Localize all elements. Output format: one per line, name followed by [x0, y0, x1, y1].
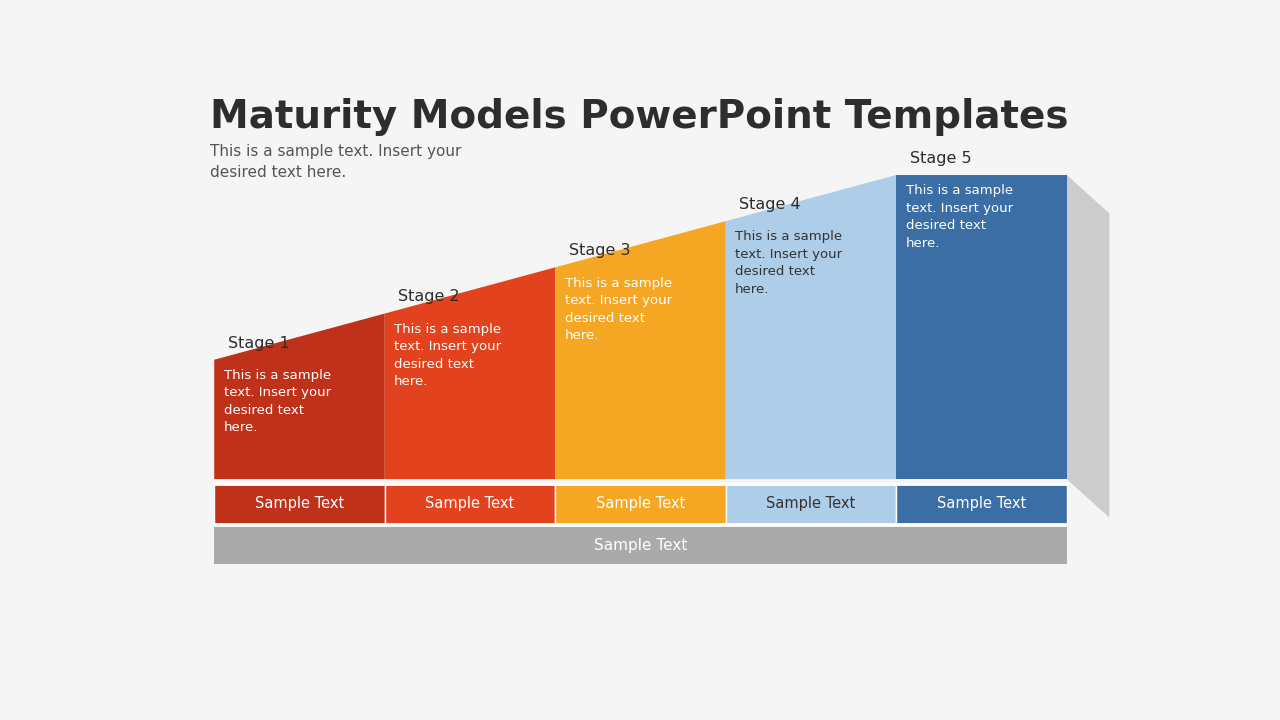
Text: This is a sample
text. Insert your
desired text
here.: This is a sample text. Insert your desir…: [905, 184, 1012, 250]
Text: Sample Text: Sample Text: [594, 538, 687, 553]
Text: Stage 5: Stage 5: [910, 150, 972, 166]
Text: This is a sample
text. Insert your
desired text
here.: This is a sample text. Insert your desir…: [564, 276, 672, 342]
Text: Stage 4: Stage 4: [740, 197, 801, 212]
Polygon shape: [896, 175, 1066, 479]
Text: This is a sample
text. Insert your
desired text
here.: This is a sample text. Insert your desir…: [394, 323, 502, 388]
Text: This is a sample
text. Insert your
desired text
here.: This is a sample text. Insert your desir…: [735, 230, 842, 296]
Polygon shape: [556, 221, 726, 479]
Polygon shape: [385, 267, 556, 479]
Text: Sample Text: Sample Text: [425, 496, 515, 511]
FancyBboxPatch shape: [214, 527, 1066, 564]
Text: Sample Text: Sample Text: [255, 496, 344, 511]
Text: This is a sample
text. Insert your
desired text
here.: This is a sample text. Insert your desir…: [224, 369, 330, 434]
Text: Sample Text: Sample Text: [767, 496, 855, 511]
FancyBboxPatch shape: [385, 484, 556, 523]
Text: Stage 3: Stage 3: [568, 243, 630, 258]
Text: Sample Text: Sample Text: [596, 496, 685, 511]
FancyBboxPatch shape: [896, 484, 1066, 523]
Polygon shape: [726, 175, 896, 479]
Text: Stage 2: Stage 2: [398, 289, 460, 305]
FancyBboxPatch shape: [556, 484, 726, 523]
FancyBboxPatch shape: [726, 484, 896, 523]
Text: Maturity Models PowerPoint Templates: Maturity Models PowerPoint Templates: [210, 98, 1069, 136]
Polygon shape: [214, 313, 385, 479]
Text: Sample Text: Sample Text: [937, 496, 1027, 511]
FancyBboxPatch shape: [214, 484, 385, 523]
Text: Stage 1: Stage 1: [228, 336, 289, 351]
Polygon shape: [1066, 175, 1110, 518]
Text: This is a sample text. Insert your
desired text here.: This is a sample text. Insert your desir…: [210, 144, 462, 180]
